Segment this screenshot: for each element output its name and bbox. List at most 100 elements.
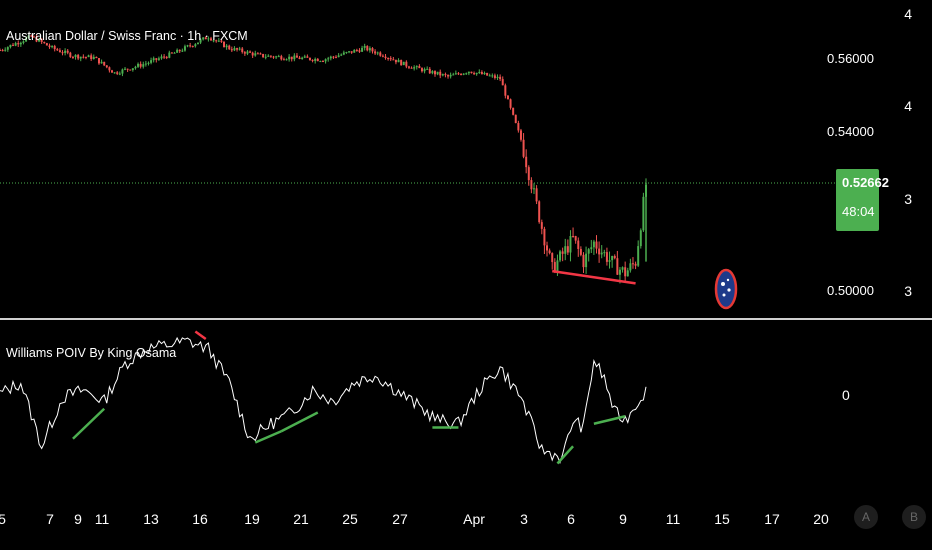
candle-body bbox=[14, 43, 17, 46]
candle-body bbox=[605, 252, 608, 262]
date-label: 9 bbox=[619, 511, 627, 527]
candle-body bbox=[275, 56, 278, 58]
date-label: 6 bbox=[567, 511, 575, 527]
candle-body bbox=[113, 72, 116, 74]
candle-body bbox=[12, 44, 15, 46]
candle-body bbox=[551, 253, 554, 263]
candle-body bbox=[217, 40, 220, 42]
scale-b-button[interactable]: B bbox=[902, 505, 926, 529]
candle-body bbox=[25, 38, 28, 42]
candle-body bbox=[517, 123, 520, 131]
scale-auto-button[interactable]: A bbox=[854, 505, 878, 529]
candle-body bbox=[577, 240, 580, 249]
candle-body bbox=[553, 262, 556, 273]
candle-body bbox=[53, 46, 56, 50]
candle-body bbox=[121, 69, 124, 74]
candle-body bbox=[381, 55, 384, 57]
candle-body bbox=[74, 54, 77, 58]
candle-body bbox=[186, 45, 189, 47]
candle-body bbox=[259, 53, 262, 55]
candle-body bbox=[215, 40, 218, 42]
candle-body bbox=[467, 71, 470, 74]
candle-body bbox=[111, 70, 114, 73]
candle-body bbox=[642, 196, 645, 231]
candle-body bbox=[298, 57, 301, 60]
candle-body bbox=[66, 50, 69, 53]
candle-body bbox=[108, 67, 111, 71]
candle-body bbox=[170, 52, 173, 54]
candle-body bbox=[131, 68, 134, 71]
candle-body bbox=[324, 59, 327, 62]
bullish-divergence-segment bbox=[254, 430, 282, 444]
candle-body bbox=[56, 49, 59, 51]
candle-body bbox=[165, 56, 168, 58]
candle-body bbox=[1, 50, 4, 52]
candle-body bbox=[420, 68, 423, 72]
candle-body bbox=[79, 56, 82, 59]
candle-body bbox=[447, 75, 450, 77]
candle-body bbox=[428, 68, 431, 74]
candle-body bbox=[126, 68, 129, 70]
candle-body bbox=[303, 56, 306, 58]
candle-body bbox=[314, 58, 317, 61]
candle-body bbox=[486, 72, 489, 76]
candle-body bbox=[311, 59, 314, 61]
candle-body bbox=[147, 62, 150, 64]
candle-body bbox=[637, 246, 640, 266]
candle-body bbox=[168, 52, 171, 58]
candle-body bbox=[501, 79, 504, 86]
candle-body bbox=[407, 66, 410, 68]
candle-body bbox=[199, 39, 202, 43]
candle-body bbox=[629, 263, 632, 271]
candle-body bbox=[608, 260, 611, 262]
candle-body bbox=[100, 61, 103, 64]
candle-body bbox=[306, 56, 309, 58]
candle-body bbox=[405, 61, 408, 67]
candle-body bbox=[559, 251, 562, 261]
candle-body bbox=[400, 60, 403, 66]
bullish-divergence-segment bbox=[556, 445, 574, 465]
candle-body bbox=[17, 43, 20, 45]
candle-body bbox=[483, 72, 486, 75]
candle-body bbox=[9, 44, 12, 48]
candle-body bbox=[32, 36, 35, 38]
candle-body bbox=[71, 56, 74, 58]
price-tick: 0.56000 bbox=[827, 51, 874, 66]
candle-body bbox=[269, 55, 272, 57]
candle-body bbox=[574, 236, 577, 241]
candle-body bbox=[202, 37, 205, 40]
candle-body bbox=[634, 263, 637, 266]
date-label: 5 bbox=[0, 511, 6, 527]
date-label: 25 bbox=[342, 511, 358, 527]
candle-body bbox=[95, 56, 98, 59]
candle-body bbox=[251, 52, 254, 56]
candle-body bbox=[512, 107, 515, 115]
candle-body bbox=[176, 49, 179, 53]
candle-body bbox=[64, 50, 67, 53]
candle-body bbox=[394, 59, 397, 63]
candle-body bbox=[353, 49, 356, 53]
candle-body bbox=[470, 71, 473, 74]
candle-body bbox=[209, 38, 212, 41]
edge-number: 3 bbox=[904, 191, 912, 207]
candle-body bbox=[480, 71, 483, 75]
candle-body bbox=[600, 252, 603, 255]
candle-body bbox=[77, 54, 80, 59]
candle-body bbox=[387, 58, 390, 60]
bearish-divergence-segment bbox=[194, 330, 207, 341]
candle-body bbox=[493, 75, 496, 79]
candle-body bbox=[22, 41, 25, 43]
candle-body bbox=[82, 56, 85, 58]
candle-body bbox=[434, 71, 437, 75]
candle-body bbox=[155, 58, 158, 60]
candle-body bbox=[460, 74, 463, 76]
candle-body bbox=[564, 246, 567, 254]
candle-body bbox=[444, 74, 447, 76]
candle-body bbox=[129, 69, 132, 71]
candle-body bbox=[262, 53, 265, 58]
candle-body bbox=[230, 49, 233, 51]
candle-body bbox=[204, 37, 207, 40]
candle-body bbox=[410, 67, 413, 69]
candle-body bbox=[465, 73, 468, 75]
